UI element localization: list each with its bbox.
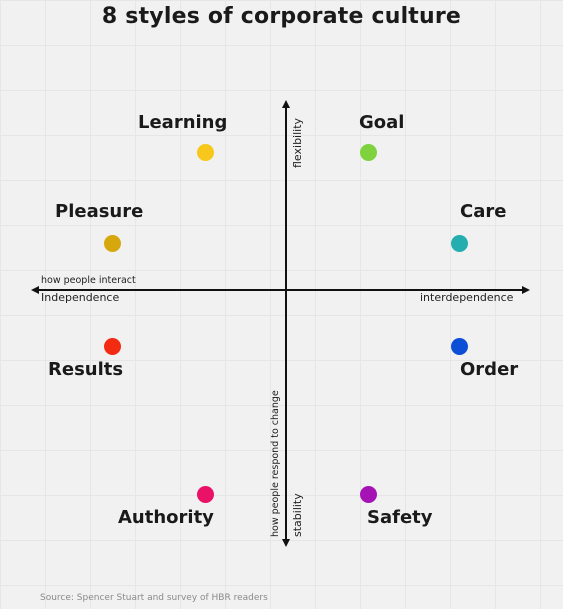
left-axis-label: Independence <box>41 291 120 304</box>
horizontal-axis-label: how people interact <box>41 275 136 286</box>
bottom-axis-label: stability <box>291 493 304 537</box>
results-dot <box>104 338 121 355</box>
vertical-axis-top-arrow <box>282 100 290 108</box>
learning-label: Learning <box>138 112 228 133</box>
safety-dot <box>360 486 377 503</box>
order-dot <box>451 338 468 355</box>
vertical-axis-label: how people respond to change <box>270 390 281 537</box>
horizontal-axis-left-arrow <box>31 286 39 294</box>
order-label: Order <box>460 359 519 380</box>
learning-dot <box>197 144 214 161</box>
safety-label: Safety <box>367 507 433 528</box>
results-label: Results <box>48 359 124 380</box>
source-note: Source: Spencer Stuart and survey of HBR… <box>40 593 268 603</box>
care-dot <box>451 235 468 252</box>
authority-label: Authority <box>118 507 214 528</box>
top-axis-label: flexibility <box>291 117 304 168</box>
diagram-title: 8 styles of corporate culture <box>101 4 462 29</box>
pleasure-dot <box>104 235 121 252</box>
goal-label: Goal <box>359 112 405 133</box>
horizontal-axis-right-arrow <box>522 286 530 294</box>
pleasure-label: Pleasure <box>55 201 144 222</box>
care-label: Care <box>460 201 507 222</box>
vertical-axis-bottom-arrow <box>282 539 290 547</box>
authority-dot <box>197 486 214 503</box>
right-axis-label: interdependence <box>420 291 514 304</box>
goal-dot <box>360 144 377 161</box>
